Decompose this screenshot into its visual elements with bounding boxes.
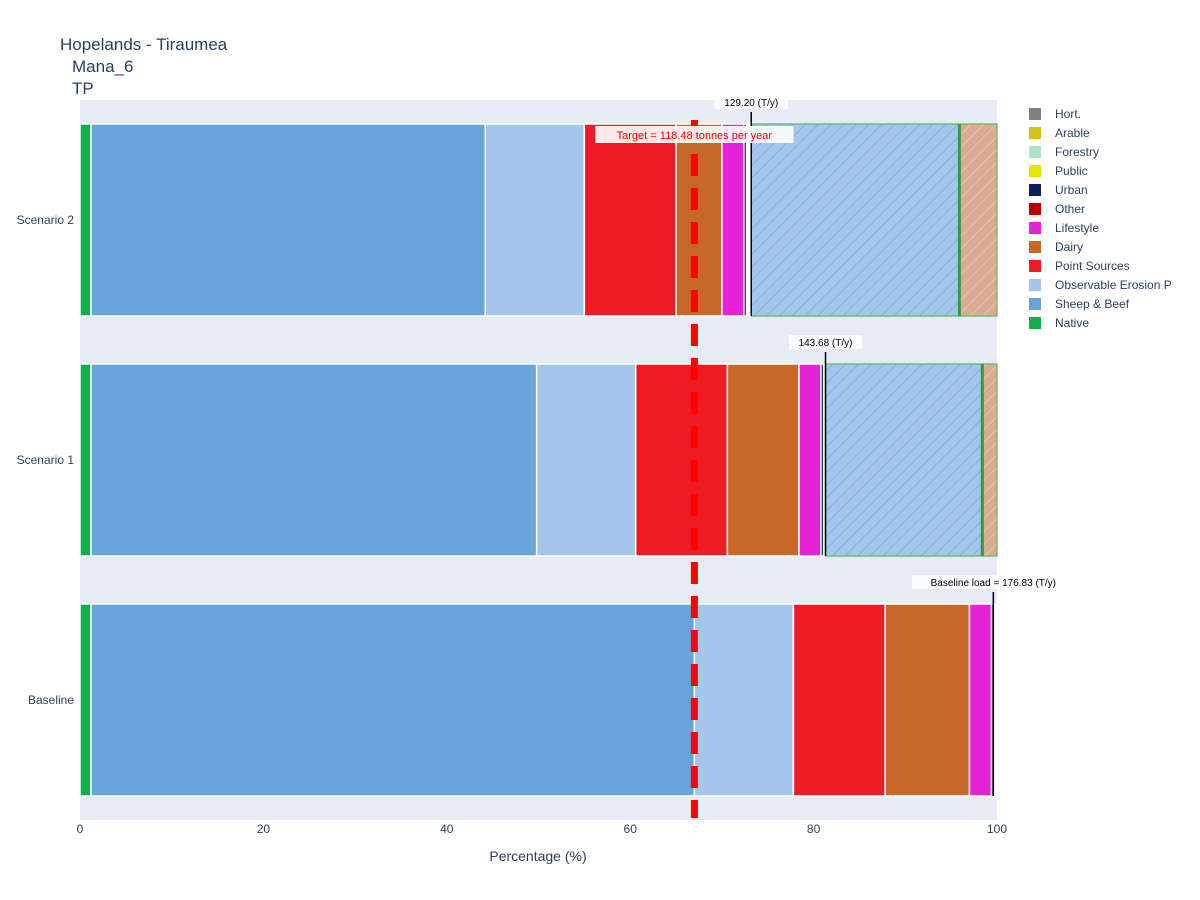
x-axis-title: Percentage (%) xyxy=(489,848,586,864)
bar-scenario-2-point-sources xyxy=(583,123,677,317)
bar-scenario-2-dairy xyxy=(675,123,723,317)
bar-scenario-1-sheep-beef xyxy=(90,363,538,557)
legend-swatch-lifestyle xyxy=(1029,222,1041,234)
annotation-bg-scenario-2 xyxy=(714,95,788,109)
target-label-bg xyxy=(595,126,794,143)
x-axis-ticks: 0 20 40 60 80 100 xyxy=(77,822,1008,836)
x-tick-20: 20 xyxy=(257,822,271,836)
reduction-hatch-blue-scenario-2 xyxy=(750,123,961,317)
bar-baseline-lifestyle xyxy=(968,603,993,797)
bar-scenario-1-observable-erosion-p xyxy=(535,363,637,557)
legend-swatch-sheep-beef xyxy=(1029,298,1041,310)
legend-label-public: Public xyxy=(1055,164,1088,178)
chart-title-line-3: TP xyxy=(72,79,94,98)
x-tick-80: 80 xyxy=(807,822,821,836)
y-tick-scenario-1: Scenario 1 xyxy=(17,453,75,467)
legend-swatch-urban xyxy=(1029,184,1041,196)
x-tick-0: 0 xyxy=(77,822,84,836)
bar-scenario-1-native xyxy=(79,363,92,557)
reductions-layer xyxy=(750,123,998,557)
legend-label-arable: Arable xyxy=(1055,126,1090,140)
legend-label-native: Native xyxy=(1055,316,1089,330)
bar-scenario-2-observable-erosion-p xyxy=(484,123,586,317)
legend-swatch-point-sources xyxy=(1029,260,1041,272)
legend-swatch-arable xyxy=(1029,127,1041,139)
annotation-bg-baseline xyxy=(911,575,1075,589)
legend-label-lifestyle: Lifestyle xyxy=(1055,221,1099,235)
bar-scenario-1-point-sources xyxy=(634,363,729,557)
legend-label-point-sources: Point Sources xyxy=(1055,259,1130,273)
bar-baseline-point-sources xyxy=(792,603,886,797)
chart-title-line-2: Mana_6 xyxy=(72,57,133,76)
bar-baseline-sheep-beef xyxy=(90,603,696,797)
x-tick-100: 100 xyxy=(987,822,1007,836)
annotation-label-baseline: Baseline load = 176.83 (T/y) xyxy=(931,578,1056,589)
bar-baseline-native xyxy=(79,603,92,797)
legend-swatch-native xyxy=(1029,317,1041,329)
legend-label-hort: Hort. xyxy=(1055,107,1081,121)
bar-scenario-1-dairy xyxy=(726,363,800,557)
x-tick-60: 60 xyxy=(624,822,638,836)
annotation-label-scenario-1: 143.68 (T/y) xyxy=(799,338,853,349)
bars-layer xyxy=(79,123,1000,797)
legend-swatch-hort xyxy=(1029,108,1041,120)
bar-scenario-2-lifestyle xyxy=(721,123,745,317)
reduction-hatch-orange-scenario-2 xyxy=(958,123,998,317)
reduction-hatch-orange-scenario-1 xyxy=(981,363,998,557)
target-layer: Target = 118.48 tonnes per year xyxy=(595,120,794,818)
legend-label-dairy: Dairy xyxy=(1055,240,1083,254)
legend-label-sheep-beef: Sheep & Beef xyxy=(1055,297,1130,311)
legend-label-observable-erosion-p: Observable Erosion P xyxy=(1055,278,1172,292)
chart-title-line-1: Hopelands - Tiraumea xyxy=(60,35,228,54)
annotations-layer: Baseline load = 176.83 (T/y) 143.68 (T/y)… xyxy=(714,95,1075,796)
bar-baseline-observable-erosion-p xyxy=(693,603,795,797)
legend-swatch-dairy xyxy=(1029,241,1041,253)
legend-swatch-forestry xyxy=(1029,146,1041,158)
legend-label-urban: Urban xyxy=(1055,183,1088,197)
legend-swatch-observable-erosion-p xyxy=(1029,279,1041,291)
y-tick-baseline: Baseline xyxy=(28,693,74,707)
bar-scenario-2-native xyxy=(79,123,92,317)
bar-baseline-hort xyxy=(997,603,1000,797)
x-tick-40: 40 xyxy=(440,822,454,836)
y-axis-ticks: Baseline Scenario 1 Scenario 2 xyxy=(17,213,75,707)
target-label: Target = 118.48 tonnes per year xyxy=(617,130,773,142)
legend-swatch-other xyxy=(1029,203,1041,215)
bar-baseline-dairy xyxy=(884,603,971,797)
annotation-label-scenario-2: 129.20 (T/y) xyxy=(724,98,778,109)
legend-label-forestry: Forestry xyxy=(1055,145,1099,159)
y-tick-scenario-2: Scenario 2 xyxy=(17,213,75,227)
bar-scenario-1-lifestyle xyxy=(798,363,822,557)
reduction-hatch-blue-scenario-1 xyxy=(824,363,983,557)
legend-label-other: Other xyxy=(1055,202,1085,216)
bar-scenario-2-sheep-beef xyxy=(90,123,487,317)
legend-swatch-public xyxy=(1029,165,1041,177)
annotation-bg-scenario-1 xyxy=(788,335,863,349)
legend: Hort. Arable Forestry Public Urban Other Lifes… xyxy=(1029,107,1172,330)
